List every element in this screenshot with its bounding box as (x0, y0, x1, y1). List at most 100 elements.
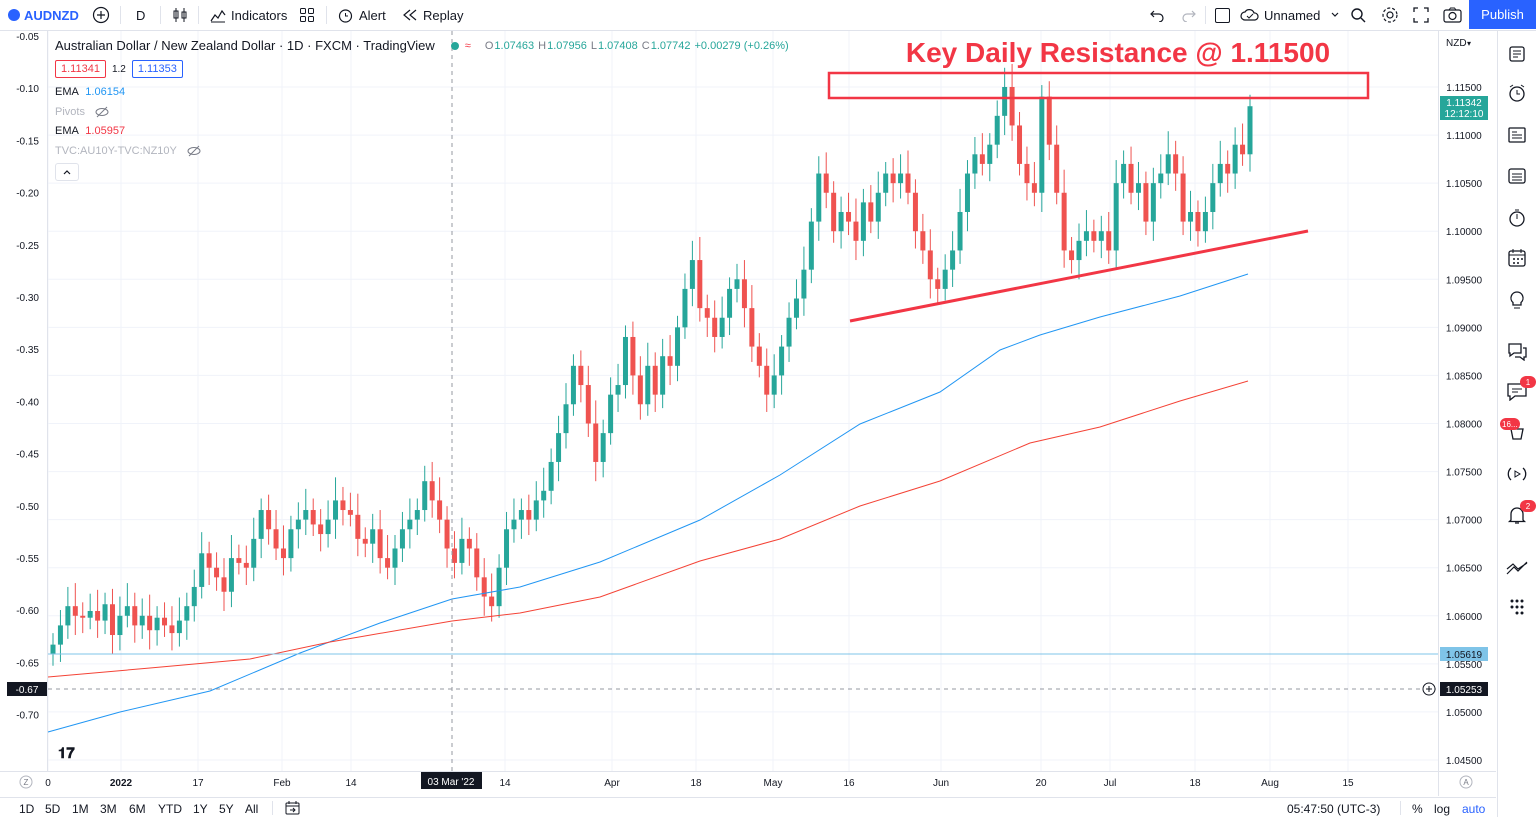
live-broadcast-button[interactable] (1506, 463, 1528, 485)
range-1d[interactable]: 1D (19, 802, 35, 816)
right-tick-label: 1.11000 (1446, 131, 1482, 142)
collapse-legend-button[interactable] (55, 163, 79, 181)
snapshot-button[interactable] (1443, 0, 1462, 30)
list-icon (1508, 168, 1526, 184)
messages-button[interactable]: 1 (1506, 376, 1536, 402)
chart-type-button[interactable] (172, 0, 188, 30)
notifications-button[interactable]: 2 (1506, 500, 1536, 526)
alerts-panel-button[interactable] (1506, 82, 1528, 104)
close-label: C (641, 39, 650, 52)
candle-body (1173, 154, 1179, 174)
bid-price[interactable]: 1.11341 (55, 60, 106, 78)
candle-body (860, 202, 866, 241)
range-5y[interactable]: 5Y (219, 802, 234, 816)
clock-timezone[interactable]: 05:47:50 (UTC-3) (1287, 802, 1381, 816)
price-chart[interactable]: Key Daily Resistance @ 1.11500 -0.05 -0.1… (0, 31, 1496, 796)
ema-blue-line (47, 273, 1249, 733)
undo-button[interactable] (1149, 0, 1165, 30)
templates-button[interactable] (299, 0, 315, 30)
search-button[interactable] (1350, 0, 1366, 30)
stopwatch-button[interactable] (1506, 207, 1528, 229)
candle-body (1158, 173, 1164, 184)
redo-button[interactable] (1181, 0, 1197, 30)
eye-off-icon[interactable] (187, 145, 201, 157)
messages-badge: 1 (1520, 376, 1536, 388)
settings-button[interactable] (1381, 0, 1399, 30)
range-3m[interactable]: 3M (100, 802, 117, 816)
news-icon (1508, 127, 1526, 143)
candle-body (719, 317, 725, 337)
right-price-scale[interactable]: 1.11500 1.11000 1.10500 1.10000 1.09500 1.090… (1446, 83, 1483, 767)
go-to-date-icon[interactable] (285, 801, 300, 815)
candle-body (883, 173, 889, 193)
left-tick-label: -0.50 (16, 502, 39, 513)
watchlist-button[interactable] (1506, 43, 1528, 65)
currency-label[interactable]: NZD (1446, 38, 1467, 49)
range-5d[interactable]: 5D (45, 802, 61, 816)
ideas-button[interactable] (1506, 289, 1528, 311)
currency-dropdown-icon[interactable]: ▾ (1467, 39, 1471, 48)
auto-toggle[interactable]: auto (1462, 802, 1486, 816)
candle-body (630, 336, 636, 376)
data-window-button[interactable] (1506, 124, 1528, 146)
candle-body (221, 577, 227, 592)
layout-select[interactable]: Unnamed (1215, 0, 1340, 30)
ema-2-legend[interactable]: EMA 1.05957 (55, 125, 125, 137)
range-ytd[interactable]: YTD (158, 802, 182, 816)
replay-icon (403, 9, 417, 21)
ema-1-legend[interactable]: EMA 1.06154 (55, 86, 125, 98)
symbol-search[interactable]: AUDNZD (8, 0, 79, 30)
main-series-legend[interactable]: Australian Dollar / New Zealand Dollar ·… (55, 38, 789, 53)
alert-button[interactable]: Alert (337, 0, 386, 30)
candle-body (697, 260, 703, 309)
range-1m[interactable]: 1M (72, 802, 89, 816)
streams-badge: 16... (1500, 418, 1520, 430)
calendar-button[interactable] (1506, 247, 1528, 269)
ema-price-label: 1.05619 (1440, 647, 1488, 661)
eye-off-icon[interactable] (95, 106, 109, 118)
calendar-icon (1508, 249, 1526, 267)
time-scale[interactable]: 0 2022 17 Feb 14 14 Apr 18 May 16 Jun 20 Jul 18 Aug 15 (45, 778, 1354, 789)
trading-panel-button[interactable] (1506, 557, 1528, 579)
range-all[interactable]: All (245, 802, 259, 816)
left-tick-label: -0.65 (16, 658, 39, 669)
ask-price[interactable]: 1.11353 (131, 60, 183, 78)
compare-symbol-button[interactable] (92, 0, 110, 30)
chats-button[interactable] (1506, 340, 1528, 362)
broadcast-icon (1507, 467, 1527, 481)
candle-body (905, 173, 911, 193)
candle-body (570, 365, 576, 405)
interval-button[interactable]: D (136, 0, 145, 30)
pivots-legend[interactable]: Pivots (55, 106, 109, 118)
replay-button[interactable]: Replay (402, 0, 463, 30)
indicators-button[interactable]: Indicators (210, 0, 287, 30)
candle-body (340, 500, 346, 511)
crosshair-add-button[interactable] (1422, 682, 1436, 696)
candle-body (1143, 183, 1149, 222)
log-toggle[interactable]: log (1434, 802, 1451, 816)
candle-body (117, 615, 123, 636)
ema-1-label: EMA (55, 86, 79, 98)
resistance-annotation[interactable]: Key Daily Resistance @ 1.11500 (906, 37, 1330, 68)
left-price-scale[interactable]: -0.05 -0.10 -0.15 -0.20 -0.25 -0.30 -0.35 -0.40… (16, 32, 39, 722)
range-6m[interactable]: 6M (129, 802, 146, 816)
range-1y[interactable]: 1Y (193, 802, 208, 816)
support-trendline[interactable] (849, 229, 1309, 323)
fullscreen-button[interactable] (1413, 0, 1429, 30)
left-tick-label: -0.05 (16, 32, 39, 43)
notifications-badge: 2 (1520, 500, 1536, 512)
percent-toggle[interactable]: % (1412, 802, 1423, 816)
candle-body (1031, 183, 1037, 193)
object-tree-button[interactable] (1506, 596, 1528, 618)
publish-button[interactable]: Publish (1469, 0, 1536, 29)
candle-body (1024, 163, 1030, 184)
resistance-box[interactable] (827, 71, 1370, 100)
tvc-spread-legend[interactable]: TVC:AU10Y-TVC:NZ10Y (55, 145, 201, 157)
indicators-label: Indicators (231, 7, 288, 23)
streams-button[interactable]: 16... (1500, 418, 1528, 444)
ema-red-line (47, 380, 1249, 678)
scale-auto-button[interactable]: A (1459, 775, 1473, 789)
candle-body (466, 538, 472, 549)
calendar-list-button[interactable] (1506, 165, 1528, 187)
candle-body (898, 173, 904, 184)
